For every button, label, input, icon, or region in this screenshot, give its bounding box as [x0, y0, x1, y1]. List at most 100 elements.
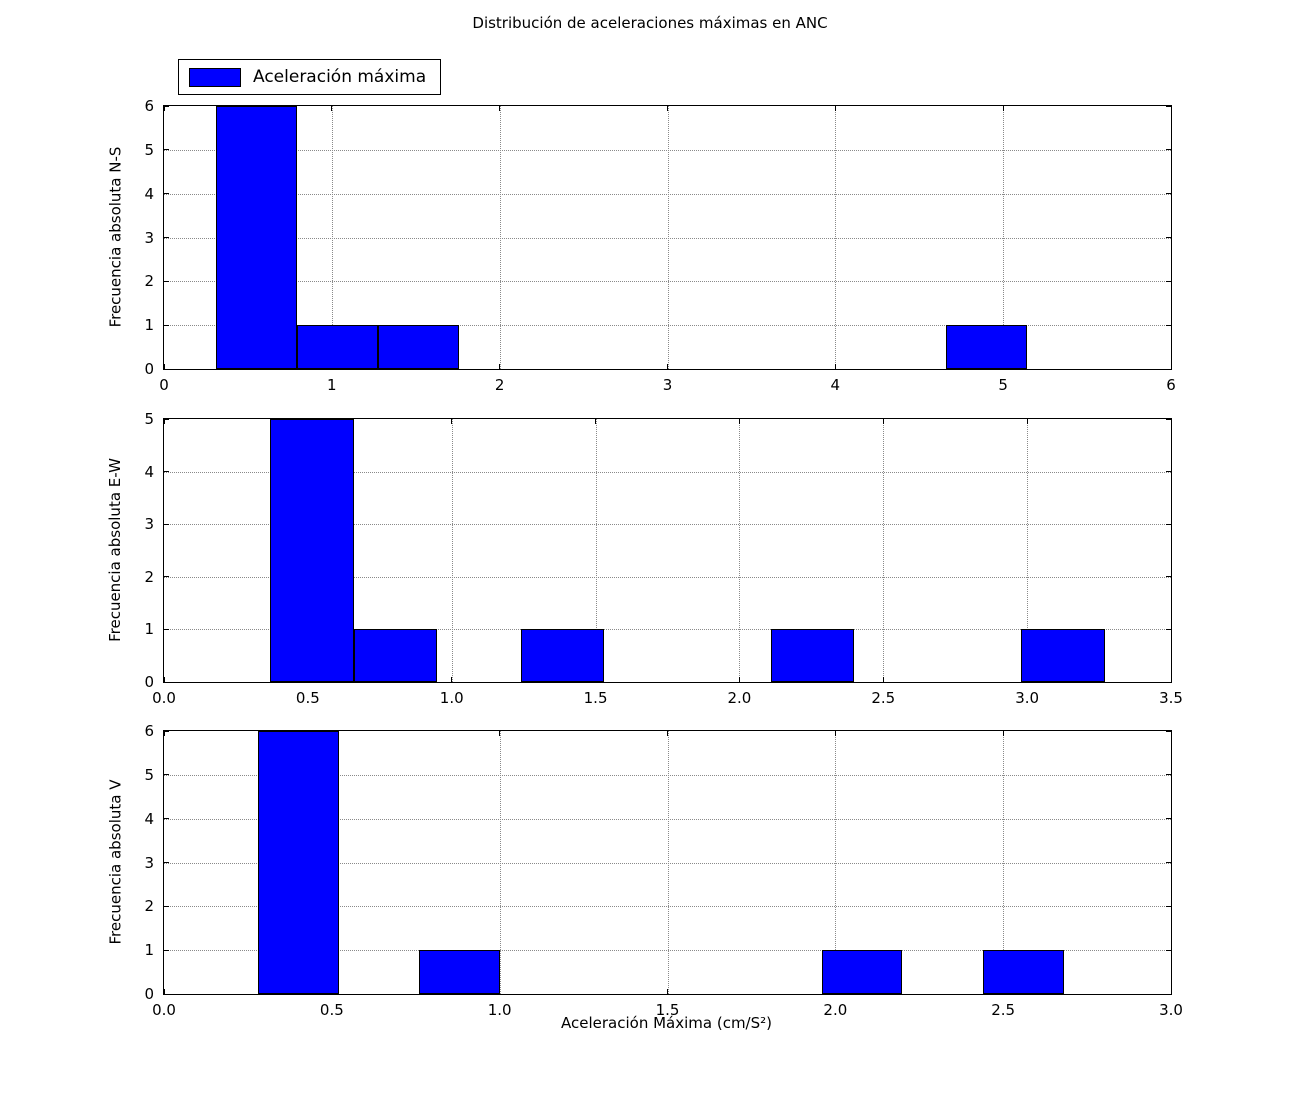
plot-area-ew: 0.0 0.5 1.0 1.5 2.0 2.5 3.0 3.5 0 1 2 3 4 5 [144, 410, 1182, 707]
x-tick-label: 2 [494, 376, 505, 394]
y-tick-mark [1166, 862, 1171, 863]
x-tick-label: 1 [327, 376, 337, 394]
figure-title: Distribución de aceleraciones máximas en… [472, 14, 828, 32]
gridline-horizontal [164, 149, 1171, 151]
y-tick-mark [1166, 418, 1171, 420]
y-tick-mark [164, 280, 169, 282]
x-tick-mark [163, 731, 165, 736]
x-tick-mark [1002, 731, 1004, 736]
y-tick-mark [164, 681, 169, 683]
y-tick-mark [164, 905, 169, 907]
y-tick-mark [1166, 324, 1171, 326]
y-tick-mark [164, 774, 169, 776]
y-tick-mark [164, 818, 169, 820]
x-tick-label: 1.5 [655, 1001, 680, 1019]
y-tick-mark [1166, 905, 1171, 907]
y-tick-label: 0 [144, 985, 154, 1003]
y-tick-mark [164, 862, 169, 863]
histogram-bar [771, 629, 855, 682]
y-tick-label: 3 [144, 515, 154, 534]
histogram-bar [419, 950, 500, 994]
plot-area-ns: 0 1 2 3 4 5 6 0 1 2 3 4 5 6 [144, 97, 1175, 394]
y-axis-label-v: Frecuencia absoluta V [100, 730, 130, 993]
histogram-bar [270, 419, 354, 682]
y-tick-mark [1166, 576, 1171, 578]
x-tick-mark [499, 989, 501, 994]
x-tick-mark [1170, 106, 1172, 111]
subplot-ns: Frecuencia absoluta N-S 0 1 2 3 4 5 6 0 1 2 3 4 5 6 [0, 97, 1300, 394]
y-tick-mark [1166, 105, 1171, 107]
y-tick-mark [1166, 523, 1171, 525]
gridline-horizontal [164, 281, 1171, 283]
gridline-horizontal [164, 950, 1171, 952]
x-tick-mark [667, 731, 668, 736]
y-tick-mark [1166, 993, 1171, 995]
gridline-vertical [1027, 419, 1029, 682]
y-tick-label: 6 [144, 722, 154, 740]
x-tick-mark [1170, 364, 1172, 369]
y-tick-mark [1166, 730, 1171, 732]
x-tick-mark [163, 419, 165, 424]
x-tick-label: 3.0 [1159, 1001, 1183, 1019]
gridline-horizontal [164, 237, 1171, 239]
x-tick-label: 2.5 [991, 1001, 1016, 1019]
x-tick-mark [451, 419, 453, 424]
histogram-bar [216, 106, 298, 369]
y-tick-mark [164, 730, 169, 732]
y-tick-mark [164, 576, 169, 578]
subplot-v: Frecuencia absoluta V 0.0 0.5 1.0 1.5 2.0 2.5… [0, 722, 1300, 1019]
y-tick-label: 4 [144, 462, 154, 481]
x-tick-label: 2.0 [727, 689, 752, 707]
x-tick-mark [834, 364, 836, 369]
x-tick-label: 0.5 [319, 1001, 344, 1019]
x-tick-mark [451, 677, 453, 682]
y-tick-mark [164, 193, 169, 195]
y-tick-mark [164, 237, 169, 238]
legend-label: Aceleración máxima [253, 67, 427, 87]
y-tick-mark [164, 418, 169, 420]
y-tick-mark [1166, 368, 1171, 370]
legend: Aceleración máxima [178, 59, 442, 95]
y-tick-label: 1 [144, 941, 154, 960]
y-tick-label: 1 [144, 620, 154, 639]
y-axis-label-text: Frecuencia absoluta V [106, 779, 125, 944]
gridline-horizontal [164, 862, 1171, 864]
y-tick-mark [1166, 818, 1171, 820]
x-tick-label: 5 [998, 376, 1008, 394]
gridline-vertical [595, 419, 597, 682]
x-tick-label: 0.5 [295, 689, 320, 707]
gridline-horizontal [164, 471, 1171, 473]
x-tick-label: 3.0 [1015, 689, 1040, 707]
x-tick-mark [1170, 419, 1172, 424]
x-tick-mark [882, 419, 884, 424]
y-tick-mark [164, 471, 169, 473]
y-tick-mark [1166, 237, 1171, 238]
y-axis-label-ns: Frecuencia absoluta N-S [100, 105, 130, 368]
gridline-horizontal [164, 524, 1171, 526]
x-tick-label: 1.0 [439, 689, 464, 707]
x-tick-label: 0 [159, 376, 169, 394]
x-tick-mark [738, 677, 740, 682]
y-axis-label-text: Frecuencia absoluta E-W [106, 457, 124, 642]
y-tick-label: 0 [144, 673, 154, 691]
gridline-vertical [739, 419, 741, 682]
histogram-bar [945, 325, 1027, 369]
x-tick-mark [834, 106, 836, 111]
y-tick-label: 3 [144, 853, 154, 872]
y-tick-label: 3 [144, 228, 154, 247]
y-tick-mark [164, 149, 169, 151]
x-tick-mark [667, 364, 668, 369]
x-tick-mark [1002, 106, 1004, 111]
histogram-bar [520, 629, 605, 682]
y-tick-mark [164, 993, 169, 995]
x-tick-mark [163, 364, 165, 369]
x-tick-mark [667, 989, 668, 994]
y-tick-label: 6 [144, 97, 154, 115]
x-tick-label: 2.5 [871, 689, 896, 707]
histogram-bar [821, 950, 903, 994]
x-tick-mark [595, 419, 597, 424]
x-tick-mark [667, 106, 668, 111]
y-tick-mark [1166, 628, 1171, 630]
y-tick-mark [164, 949, 169, 951]
gridline-horizontal [164, 906, 1171, 908]
